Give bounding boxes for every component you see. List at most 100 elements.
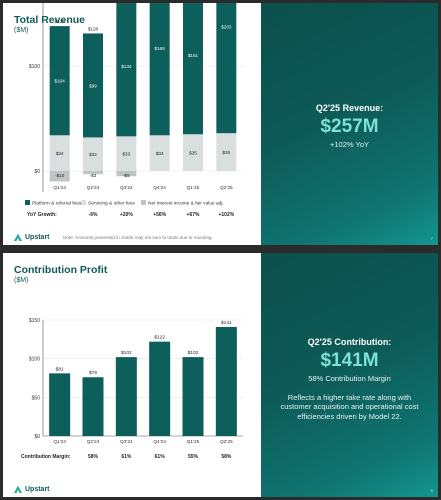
- bar: [149, 341, 171, 436]
- page-number: 8: [430, 488, 433, 493]
- contribution-panel: Contribution Profit ($M) $150 $100 $50 $0 $8…: [3, 253, 261, 497]
- bar-label-servicing: $34: [156, 151, 164, 156]
- bar-value-label: $122: [154, 335, 165, 341]
- bar-servicing: [149, 135, 170, 171]
- legend-swatch: [25, 200, 30, 205]
- upstart-logo-icon: [14, 485, 22, 493]
- yoy-growth-label: YoY Growth:: [27, 212, 57, 218]
- bar-platform: [183, 3, 203, 135]
- revenue-slide: Total Revenue ($M) $300$200$100$0$34$104…: [3, 3, 438, 245]
- upstart-logo: Upstart: [14, 485, 50, 493]
- bar: [82, 377, 104, 436]
- callout-heading: Q2'25 Contribution:: [307, 337, 392, 347]
- callout-value: $141M: [320, 350, 379, 371]
- callout-heading: Q2'25 Revenue:: [315, 103, 384, 113]
- y-tick-label: $100: [29, 64, 40, 70]
- bar-label-platform: $151: [188, 53, 199, 58]
- x-tick-label: Q2'25: [220, 439, 233, 445]
- bar: [215, 326, 237, 436]
- logo-text: Upstart: [25, 233, 50, 241]
- footnote: Note: Amounts presented in charts may no…: [63, 235, 213, 240]
- bar-label-servicing: $33: [122, 152, 130, 157]
- x-tick-label: Q2'25: [220, 185, 233, 191]
- bar-platform: [83, 33, 103, 138]
- callout-sub: 58% Contribution Margin: [308, 374, 391, 383]
- contribution-margin-value: 58%: [221, 454, 232, 460]
- bar-servicing: [83, 137, 103, 171]
- x-tick-label: Q3'24: [120, 439, 133, 445]
- bar: [49, 373, 71, 436]
- legend-label: Servicing & other fees: [88, 201, 136, 207]
- yoy-growth-value: +67%: [187, 212, 200, 218]
- bar-label-servicing: $32: [89, 152, 97, 157]
- page-number: 7: [430, 236, 433, 241]
- contribution-margin-value: 55%: [188, 454, 199, 460]
- y-tick-label: $50: [32, 395, 41, 401]
- x-tick-label: Q4'24: [153, 185, 166, 191]
- x-tick-label: Q4'24: [153, 439, 166, 445]
- bar-total-label: $128: [88, 26, 99, 31]
- contribution-margin-value: 61%: [155, 454, 166, 460]
- contribution-margin-value: 61%: [121, 454, 132, 460]
- legend-swatch: [141, 200, 146, 205]
- y-tick-label: $150: [29, 318, 40, 324]
- upstart-logo-icon: [14, 233, 22, 241]
- bar-value-label: $102: [121, 350, 132, 356]
- contribution-chart: $150 $100 $50 $0 $81 Q1'24 $76 Q2'24 $102 Q3'24 $1…: [21, 318, 243, 460]
- bar-value-label: $102: [188, 350, 199, 356]
- bar-platform: [116, 3, 137, 137]
- yoy-growth-value: +56%: [153, 212, 166, 218]
- callout-description: Reflects a higher take rate along with c…: [280, 393, 419, 421]
- yoy-growth-value: +102%: [218, 212, 234, 218]
- bar-label-platform: $99: [89, 83, 97, 88]
- y-tick-label: $0: [34, 434, 40, 440]
- bar-label-net-interest: -$10: [55, 173, 65, 178]
- slide-title: Contribution Profit: [14, 264, 108, 276]
- y-tick-label: $100: [29, 357, 40, 363]
- bar-total-label: $128: [55, 19, 66, 24]
- contribution-margin-value: 58%: [88, 454, 99, 460]
- yoy-growth-value: -6%: [89, 212, 98, 218]
- x-tick-label: Q2'24: [87, 439, 100, 445]
- bar-servicing: [116, 136, 137, 171]
- slide-title: Total Revenue: [14, 14, 85, 26]
- bar-servicing: [49, 135, 70, 171]
- revenue-chart: $300$200$100$0$34$104-$10$128Q1'24$32$99…: [25, 3, 243, 218]
- bar-label-servicing: $36: [222, 150, 230, 155]
- bar-value-label: $81: [56, 366, 64, 372]
- bar-platform: [216, 3, 237, 134]
- unit-label: ($M): [14, 27, 29, 34]
- callout-sub: +102% YoY: [330, 140, 369, 149]
- bar-platform: [49, 26, 70, 136]
- upstart-logo: Upstart: [14, 233, 50, 241]
- bar-label-servicing: $35: [189, 151, 197, 156]
- bar: [115, 357, 137, 436]
- x-tick-label: Q1'24: [53, 185, 66, 191]
- revenue-panel: Total Revenue ($M) $300$200$100$0$34$104…: [3, 3, 261, 245]
- bar-servicing: [183, 134, 203, 171]
- bar-value-label: $76: [89, 370, 97, 376]
- bar: [182, 357, 204, 436]
- bar-net-interest: [116, 171, 137, 177]
- bar-label-net-interest: -$3: [90, 173, 97, 178]
- x-tick-label: Q1'25: [187, 439, 200, 445]
- yoy-growth-value: +20%: [120, 212, 133, 218]
- legend-swatch: [81, 200, 86, 205]
- revenue-callout: Q2'25 Revenue: $257M +102% YoY 7: [261, 3, 438, 245]
- bar-net-interest: [49, 171, 70, 182]
- bar-platform: [149, 3, 170, 136]
- callout-value: $257M: [320, 116, 379, 137]
- legend-label: Net interest income & fair value adj.: [148, 201, 224, 207]
- bar-servicing: [216, 133, 237, 171]
- bar-net-interest: [83, 171, 103, 175]
- x-tick-label: Q2'24: [87, 185, 100, 191]
- legend-label: Platform & referral fees: [32, 201, 82, 207]
- bar-value-label: $141: [221, 320, 232, 326]
- bar-label-platform: $134: [121, 64, 132, 69]
- bar-label-platform: $203: [221, 25, 232, 30]
- contribution-slide: Contribution Profit ($M) $150 $100 $50 $0 $8…: [3, 253, 438, 497]
- bar-label-platform: $104: [55, 79, 66, 84]
- x-tick-label: Q1'25: [187, 185, 200, 191]
- contribution-margin-label: Contribution Margin:: [21, 454, 71, 460]
- bar-label-servicing: $34: [56, 151, 64, 156]
